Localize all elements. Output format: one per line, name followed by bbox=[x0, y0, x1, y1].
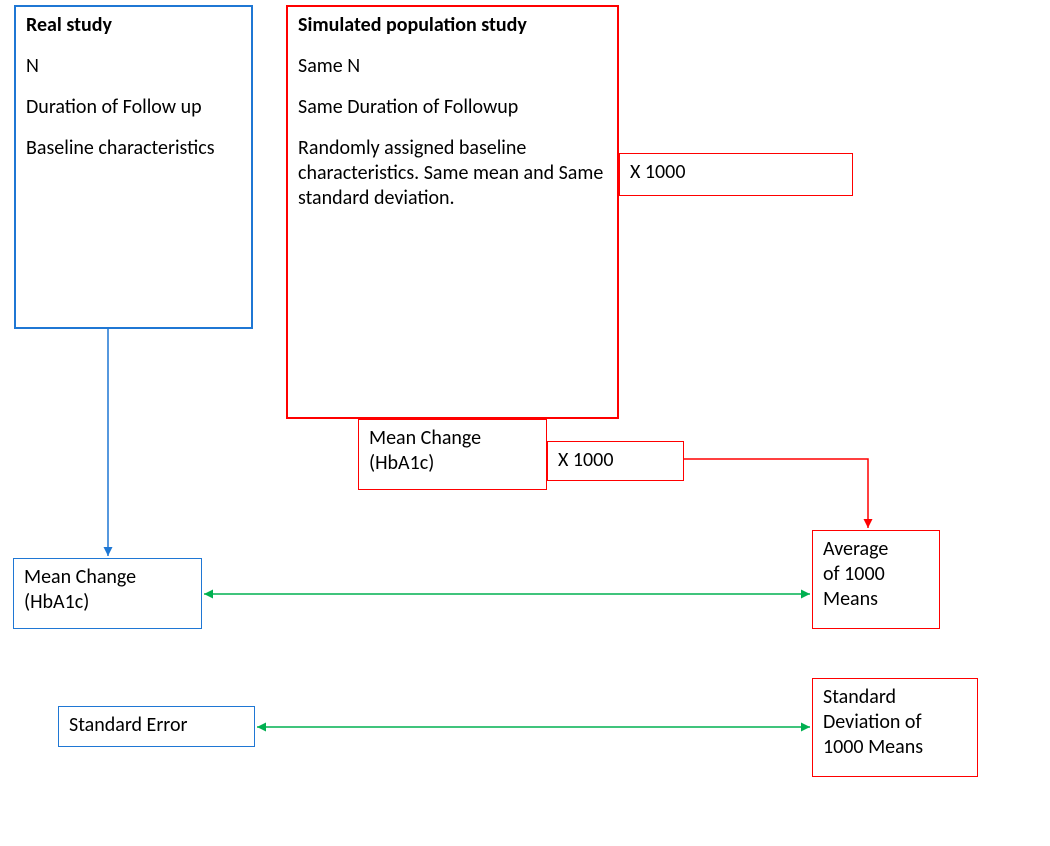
node-line: (HbA1c) bbox=[24, 590, 89, 614]
node-label: X 1000 bbox=[558, 448, 613, 472]
node-label: Standard Error bbox=[69, 713, 187, 737]
node-line: of 1000 bbox=[823, 562, 885, 586]
node-line: Same N bbox=[298, 54, 607, 79]
node-standard-error: Standard Error bbox=[58, 706, 255, 747]
node-line: Standard bbox=[823, 685, 896, 709]
node-title: Real study bbox=[26, 13, 241, 38]
node-x1000-top: X 1000 bbox=[619, 153, 853, 196]
node-line: Mean Change bbox=[24, 565, 136, 589]
node-mean-change-blue: Mean Change (HbA1c) bbox=[13, 558, 202, 629]
node-line: Baseline characteristics bbox=[26, 136, 241, 161]
node-title: Simulated population study bbox=[298, 13, 607, 38]
node-line: Same Duration of Followup bbox=[298, 95, 607, 120]
node-line: N bbox=[26, 54, 241, 79]
diagram-canvas: Real study N Duration of Follow up Basel… bbox=[0, 0, 1050, 846]
node-stddev-means: Standard Deviation of 1000 Means bbox=[812, 678, 978, 777]
node-line: (HbA1c) bbox=[369, 451, 434, 475]
node-line: Deviation of bbox=[823, 710, 922, 734]
node-line: Duration of Follow up bbox=[26, 95, 241, 120]
node-x1000-mid: X 1000 bbox=[547, 441, 684, 481]
node-mean-change-red: Mean Change (HbA1c) bbox=[358, 419, 547, 490]
node-line: Mean Change bbox=[369, 426, 481, 450]
node-line: Means bbox=[823, 587, 878, 611]
node-label: X 1000 bbox=[630, 160, 685, 184]
node-line: Average bbox=[823, 537, 888, 561]
node-line: Randomly assigned baseline characteristi… bbox=[298, 136, 607, 211]
node-real-study: Real study N Duration of Follow up Basel… bbox=[14, 5, 253, 329]
node-average-means: Average of 1000 Means bbox=[812, 530, 940, 629]
node-line: 1000 Means bbox=[823, 735, 923, 759]
node-simulated-study: Simulated population study Same N Same D… bbox=[286, 5, 619, 419]
